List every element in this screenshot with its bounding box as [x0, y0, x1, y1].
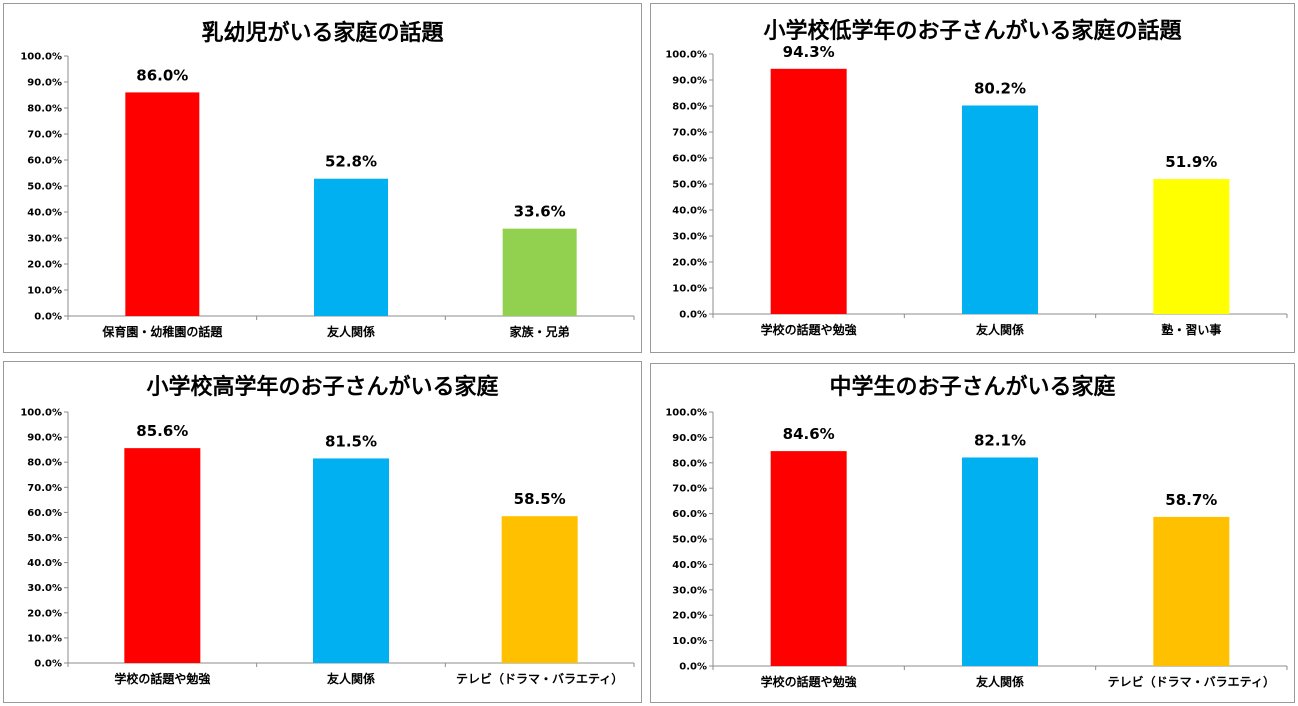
y-tick-label: 10.0%: [672, 636, 707, 647]
category-label: テレビ（ドラマ・バラエティ）: [456, 671, 623, 686]
y-tick-label: 30.0%: [672, 585, 707, 596]
y-tick-label: 0.0%: [34, 312, 62, 323]
category-label: 学校の話題や勉強: [114, 671, 210, 686]
y-tick-label: 40.0%: [672, 560, 707, 571]
category-label: 塾・習い事: [1161, 322, 1221, 337]
bar: [962, 105, 1038, 314]
chart-panel-infants: 乳幼児がいる家庭の話題 0.0% 10.0% 20.0% 30.0% 40.0% 50.0%…: [3, 3, 642, 353]
y-tick-label: 50.0%: [27, 182, 62, 193]
y-tick-label: 90.0%: [672, 433, 707, 444]
y-tick-label: 70.0%: [27, 130, 62, 141]
data-label: 80.2%: [974, 79, 1026, 97]
chart-title: 小学校低学年のお子さんがいる家庭の話題: [763, 18, 1182, 44]
bar: [313, 458, 389, 663]
category-label: 友人関係: [975, 322, 1024, 337]
bar: [962, 457, 1038, 666]
y-tick-label: 0.0%: [34, 659, 62, 670]
data-label: 52.8%: [325, 153, 377, 171]
category-label: 友人関係: [975, 674, 1024, 689]
chart-title: 乳幼児がいる家庭の話題: [201, 20, 444, 46]
y-tick-label: 90.0%: [27, 433, 62, 444]
chart-title: 中学生のお子さんがいる家庭: [829, 374, 1115, 400]
y-tick-label: 10.0%: [672, 284, 707, 295]
data-label: 58.7%: [1165, 491, 1217, 509]
bar: [502, 228, 577, 316]
y-tick-label: 20.0%: [27, 260, 62, 271]
data-label: 81.5%: [325, 432, 377, 450]
y-tick-label: 70.0%: [672, 484, 707, 495]
y-tick-label: 0.0%: [679, 310, 707, 321]
bar: [501, 516, 578, 663]
bar: [125, 92, 200, 317]
data-label: 86.0%: [136, 66, 188, 84]
chart-panel-junior-high: 中学生のお子さんがいる家庭 0.0% 10.0% 20.0% 30.0% 40.0% 50.…: [650, 363, 1295, 703]
data-label: 94.3%: [783, 43, 835, 61]
bar: [314, 178, 388, 316]
bar: [1153, 516, 1230, 666]
y-tick-label: 80.0%: [672, 102, 707, 113]
y-tick-label: 10.0%: [27, 633, 62, 644]
bar-chart: 小学校低学年のお子さんがいる家庭の話題 0.0% 10.0% 20.0% 30.0% 40…: [665, 18, 1288, 337]
chart-panel-upper-elementary: 小学校高学年のお子さんがいる家庭 0.0% 10.0% 20.0% 30.0% 40.0%…: [3, 361, 642, 703]
category-label: 友人関係: [326, 671, 375, 686]
y-tick-label: 50.0%: [27, 533, 62, 544]
category-label: 家族・兄弟: [510, 324, 570, 339]
y-tick-label: 100.0%: [20, 52, 62, 63]
category-label: テレビ（ドラマ・バラエティ）: [1108, 674, 1275, 689]
y-tick-label: 40.0%: [27, 208, 62, 219]
y-tick-label: 60.0%: [672, 154, 707, 165]
y-tick-label: 80.0%: [27, 104, 62, 115]
y-tick-label: 20.0%: [672, 611, 707, 622]
y-tick-label: 40.0%: [672, 206, 707, 217]
bar: [124, 448, 201, 663]
y-tick-label: 90.0%: [672, 76, 707, 87]
data-label: 85.6%: [136, 422, 188, 440]
y-tick-label: 60.0%: [27, 508, 62, 519]
category-label: 学校の話題や勉強: [761, 674, 857, 689]
y-tick-label: 100.0%: [665, 408, 707, 419]
bar-chart: 乳幼児がいる家庭の話題 0.0% 10.0% 20.0% 30.0% 40.0% 50.0%…: [20, 20, 635, 339]
data-label: 33.6%: [514, 203, 566, 221]
category-label: 学校の話題や勉強: [761, 322, 857, 337]
y-tick-label: 10.0%: [27, 286, 62, 297]
data-label: 58.5%: [514, 490, 566, 508]
y-tick-label: 100.0%: [20, 408, 62, 419]
category-label: 保育園・幼稚園の話題: [101, 324, 223, 339]
y-tick-label: 30.0%: [27, 234, 62, 245]
bar: [1153, 179, 1230, 314]
data-label: 51.9%: [1165, 153, 1217, 171]
y-tick-label: 80.0%: [672, 458, 707, 469]
y-tick-label: 50.0%: [672, 535, 707, 546]
bar: [770, 68, 847, 314]
y-tick-label: 90.0%: [27, 78, 62, 89]
y-tick-label: 50.0%: [672, 180, 707, 191]
bar-chart: 中学生のお子さんがいる家庭 0.0% 10.0% 20.0% 30.0% 40.0% 50.…: [665, 374, 1288, 689]
y-tick-label: 60.0%: [27, 156, 62, 167]
data-label: 84.6%: [783, 425, 835, 443]
y-tick-label: 70.0%: [672, 128, 707, 139]
y-tick-label: 30.0%: [27, 583, 62, 594]
bar: [770, 451, 847, 666]
y-tick-label: 20.0%: [672, 258, 707, 269]
chart-panel-lower-elementary: 小学校低学年のお子さんがいる家庭の話題 0.0% 10.0% 20.0% 30.0% 40…: [650, 3, 1295, 353]
y-tick-label: 80.0%: [27, 458, 62, 469]
y-tick-label: 70.0%: [27, 483, 62, 494]
data-label: 82.1%: [974, 431, 1026, 449]
y-tick-label: 20.0%: [27, 608, 62, 619]
bar-chart: 小学校高学年のお子さんがいる家庭 0.0% 10.0% 20.0% 30.0% 40.0%…: [20, 374, 635, 686]
category-label: 友人関係: [326, 324, 375, 339]
y-tick-label: 40.0%: [27, 558, 62, 569]
y-tick-label: 60.0%: [672, 509, 707, 520]
y-tick-label: 30.0%: [672, 232, 707, 243]
y-tick-label: 0.0%: [679, 662, 707, 673]
chart-title: 小学校高学年のお子さんがいる家庭: [146, 374, 498, 400]
y-tick-label: 100.0%: [665, 50, 707, 61]
